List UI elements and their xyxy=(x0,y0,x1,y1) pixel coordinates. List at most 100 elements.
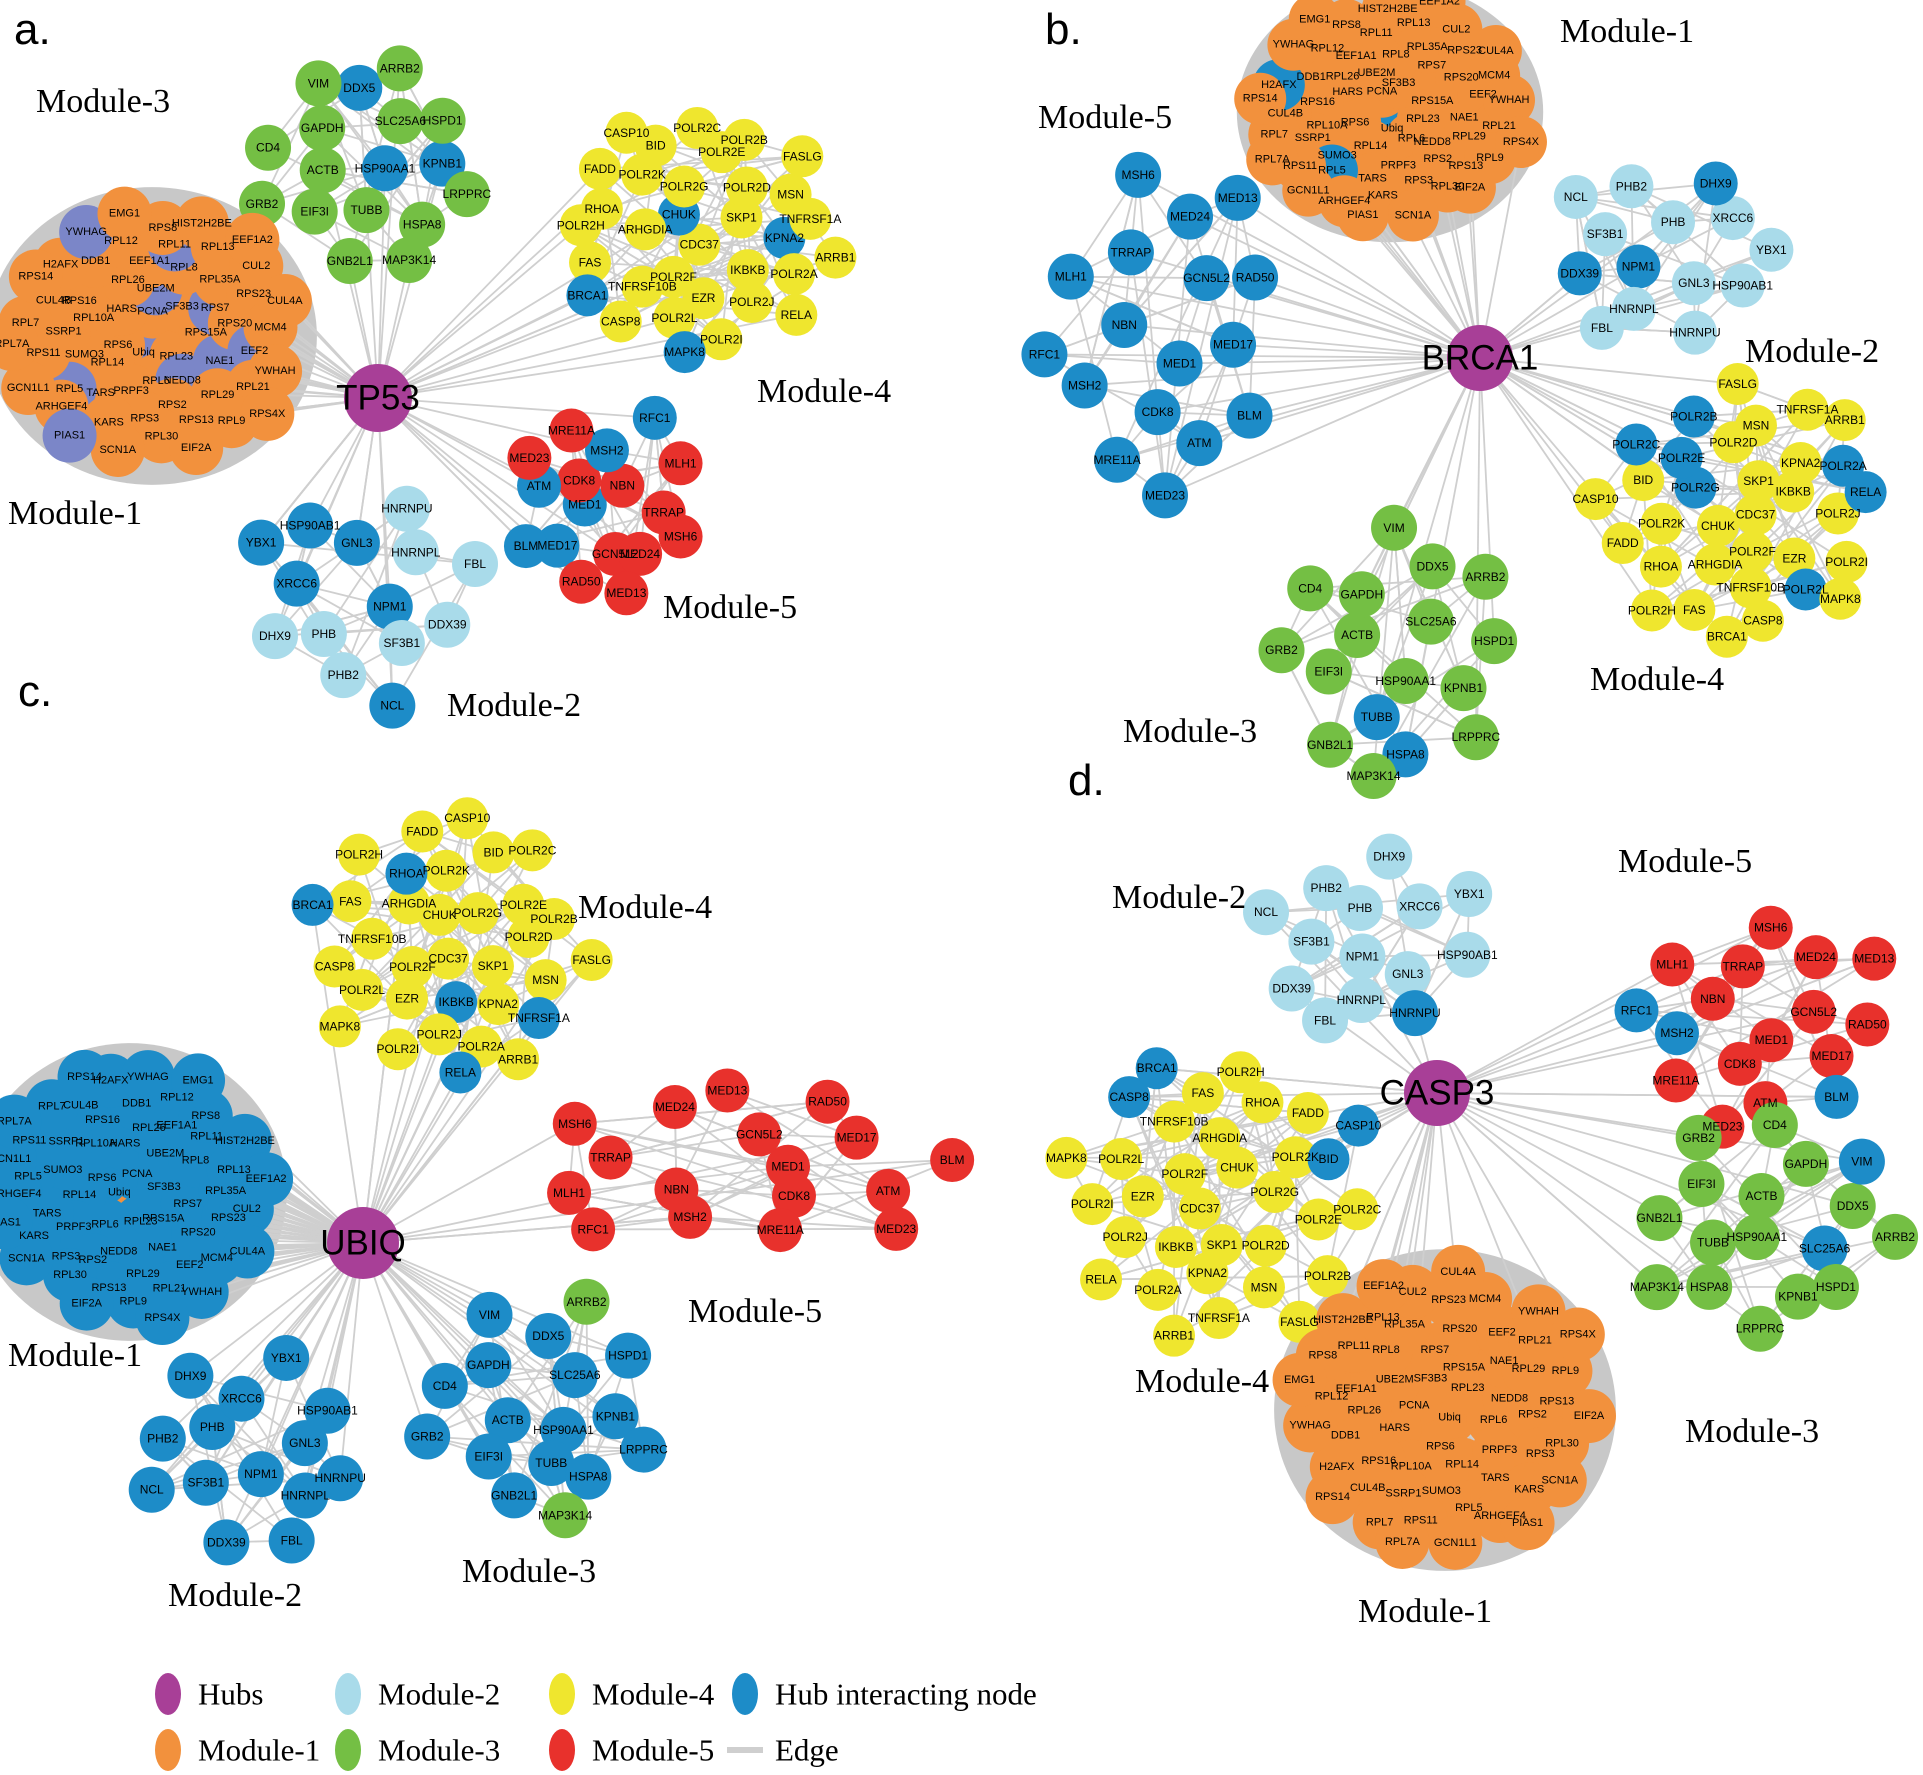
node-label-VIM: VIM xyxy=(308,76,329,90)
node-label-SSRP1: SSRP1 xyxy=(1385,1488,1421,1500)
node-MRE11A xyxy=(758,1208,803,1253)
node-label-RFC1: RFC1 xyxy=(1029,347,1061,361)
node-label-RPS16: RPS16 xyxy=(85,1114,120,1126)
node-GNB2L1 xyxy=(326,238,373,285)
node-CD4 xyxy=(421,1362,468,1409)
panel-b-labels: Ubiq PCNA RPL23 RPS6 SF3B3 RPL6 HARS RPS15A RPL1… xyxy=(1029,0,1882,783)
node-label-MED13: MED13 xyxy=(707,1084,747,1098)
node-LRPPRC xyxy=(1737,1305,1784,1352)
panel-c-labels: CDC37 CHUK SKP1 POLR2F POLR2G IKBKB ARHGDIA POL… xyxy=(0,667,964,1614)
node-label-RPL8: RPL8 xyxy=(1382,48,1410,60)
panel-a-labels: HSP90AA1 ACTB SLC25A6 TUBB GAPDH KPNB1 EIF3I DD… xyxy=(0,5,891,724)
node-label-XRCC6: XRCC6 xyxy=(1399,899,1440,913)
node-label-HARS: HARS xyxy=(1332,86,1363,98)
node-label-PHB2: PHB2 xyxy=(1311,881,1343,895)
node-FAS xyxy=(569,241,612,284)
node-label-RPL26: RPL26 xyxy=(1348,1405,1382,1417)
node-label-PIAS1: PIAS1 xyxy=(1347,209,1378,221)
node-label-POLR2I: POLR2I xyxy=(700,332,743,346)
edge xyxy=(1173,1245,1267,1337)
hub-edge xyxy=(377,397,655,419)
node-MAPK8 xyxy=(663,331,706,374)
node-label-RFC1: RFC1 xyxy=(1621,1003,1653,1017)
hub-UBIQ xyxy=(327,1207,399,1279)
node-label-RPS7: RPS7 xyxy=(1421,1344,1450,1356)
node-label-EIF3I: EIF3I xyxy=(300,205,329,219)
node-label-CHUK: CHUK xyxy=(423,908,457,922)
node-label-RPS7: RPS7 xyxy=(173,1198,202,1210)
node-CD4 xyxy=(1287,565,1334,612)
node-label-BRCA1: BRCA1 xyxy=(1707,630,1747,644)
node-GCN1L1 xyxy=(1428,1515,1483,1570)
node-label-DHX9: DHX9 xyxy=(1700,176,1732,190)
module-label-b-module-1: Module-1 xyxy=(1560,13,1694,50)
node-label-RPL35A: RPL35A xyxy=(205,1185,247,1197)
node-label-GRB2: GRB2 xyxy=(1682,1131,1715,1145)
node-ARRB1 xyxy=(1823,399,1866,442)
hub-edge xyxy=(1436,1092,1658,1288)
node-label-EIF2A: EIF2A xyxy=(1455,182,1486,194)
node-label-RPL7: RPL7 xyxy=(38,1100,66,1112)
node-FAS xyxy=(329,880,372,923)
legend-label: Hub interacting node xyxy=(775,1677,1037,1712)
node-label-MED23: MED23 xyxy=(1145,488,1185,502)
node-TNFRSF1A xyxy=(517,997,560,1040)
node-label-GCN5L2: GCN5L2 xyxy=(1790,1005,1837,1019)
edge xyxy=(727,1089,857,1139)
hub-TP53 xyxy=(344,364,412,432)
node-label-ACTB: ACTB xyxy=(1341,628,1373,642)
node-label-TUBB: TUBB xyxy=(535,1456,567,1470)
node-GCN5L2 xyxy=(1183,255,1230,302)
node-label-EEF1A1: EEF1A1 xyxy=(156,1119,197,1131)
node-label-NCL: NCL xyxy=(140,1483,164,1497)
node-GCN5L2 xyxy=(1791,989,1836,1034)
node-label-TNFRSF1A: TNFRSF1A xyxy=(1188,1311,1250,1325)
edge xyxy=(1676,957,1875,1035)
edge xyxy=(574,1100,828,1125)
panel-letter-a: a. xyxy=(14,5,51,54)
hub-label-CASP3: CASP3 xyxy=(1380,1074,1495,1113)
edge xyxy=(1643,462,1801,482)
node-label-SF3B3: SF3B3 xyxy=(165,300,199,312)
module-label-a-module-1: Module-1 xyxy=(8,495,142,532)
node-TRRAP xyxy=(588,1135,633,1180)
node-label-RELA: RELA xyxy=(445,1065,476,1079)
node-label-RPL30: RPL30 xyxy=(1545,1438,1579,1450)
node-HSPA8 xyxy=(565,1453,612,1500)
hub-edge xyxy=(1157,357,1481,413)
node-label-XRCC6: XRCC6 xyxy=(1712,211,1753,225)
node-label-EZR: EZR xyxy=(1131,1189,1155,1203)
node-RELA xyxy=(775,293,818,336)
node-GNL3 xyxy=(1671,261,1716,306)
node-POLR2I xyxy=(1825,540,1868,583)
node-label-RPL35A: RPL35A xyxy=(199,273,241,285)
node-HNRNPL xyxy=(1611,286,1656,331)
node-DHX9 xyxy=(167,1352,214,1399)
node-label-MLH1: MLH1 xyxy=(1656,958,1688,972)
node-SLC25A6 xyxy=(377,98,424,145)
node-label-CUL4B: CUL4B xyxy=(1350,1482,1385,1494)
node-label-POLR2K: POLR2K xyxy=(1638,517,1685,531)
node-HSP90AB1 xyxy=(1444,931,1491,978)
node-MED13 xyxy=(1214,174,1261,221)
hub-edge xyxy=(377,351,685,399)
node-label-CASP8: CASP8 xyxy=(1743,614,1783,628)
node-label-RAD50: RAD50 xyxy=(808,1095,847,1109)
node-HSPA8 xyxy=(399,201,446,248)
node-CUL4A xyxy=(1431,1244,1486,1299)
node-KPNB1 xyxy=(1774,1273,1821,1320)
node-label-CUL4B: CUL4B xyxy=(36,295,71,307)
legend-swatch-module3 xyxy=(335,1729,361,1771)
node-EIF3I xyxy=(1305,648,1352,695)
node-POLR2J xyxy=(1104,1216,1147,1259)
node-label-RPL26: RPL26 xyxy=(111,274,145,286)
node-label-NBN: NBN xyxy=(1700,992,1725,1006)
node-label-RPL23: RPL23 xyxy=(1406,113,1440,125)
node-EIF2A xyxy=(169,421,224,476)
node-label-RELA: RELA xyxy=(1085,1272,1116,1286)
panel-d-labels: NPM1 PHB GNL3 SF3B1 XRCC6 HNRNPL PHB2 HSP90AB1 D… xyxy=(1046,756,1915,1630)
node-HNRNPU xyxy=(1672,310,1717,355)
edge xyxy=(1660,409,1809,568)
node-label-PIAS1: PIAS1 xyxy=(1512,1517,1543,1529)
node-label-RPS6: RPS6 xyxy=(1426,1441,1455,1453)
